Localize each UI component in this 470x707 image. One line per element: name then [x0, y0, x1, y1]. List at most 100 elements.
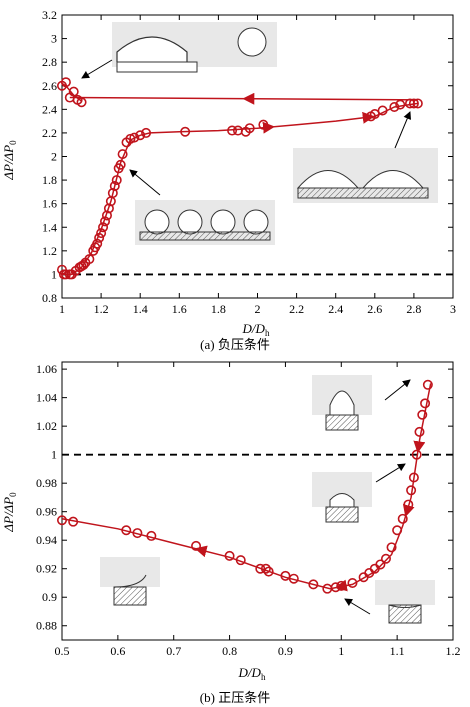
chart-a-data-point: [389, 101, 400, 112]
chart-b-data-point: [132, 528, 143, 539]
chart-b-ytick-label: 1.06: [36, 362, 57, 376]
chart-a-ytick-label: 0.8: [42, 291, 57, 305]
chart-a-data-point: [100, 216, 111, 227]
chart-b-ytick-label: 0.94: [36, 533, 57, 547]
chart-a-ytick-label: 1: [51, 267, 57, 281]
chart-a-caption: (a) 负压条件: [200, 337, 270, 352]
chart-b-ytick-label: 0.88: [36, 619, 57, 633]
chart-b-ytick-label: 1.02: [36, 419, 57, 433]
chart-a-ytick-label: 3: [51, 32, 57, 46]
chart-a-xlabel: D/Dh: [242, 321, 270, 338]
chart-b-data-point: [68, 516, 79, 527]
chart-a-data-point: [103, 203, 114, 214]
chart-a-data-point: [227, 125, 238, 136]
chart-a-data-point: [76, 97, 87, 108]
chart-b-data-point: [422, 379, 433, 390]
bulge-inset: [312, 375, 372, 431]
chart-a-data-point: [60, 269, 71, 280]
wetting-inset-top: [112, 22, 277, 73]
chart-b-data-point: [403, 499, 414, 510]
chart-a-data-point: [135, 130, 146, 141]
chart-b-xtick-label: 0.8: [222, 644, 237, 658]
chart-b-data-point: [392, 525, 403, 536]
chart-b-data-point: [420, 398, 431, 409]
chart-a-data-point: [141, 127, 152, 138]
chart-a-ytick-label: 3.2: [42, 8, 57, 22]
chart-a-data-point: [117, 149, 128, 160]
chart-a-xtick-label: 1.8: [211, 302, 226, 316]
arrow-inset-right: [394, 111, 411, 149]
chart-b-ytick-label: 1: [51, 448, 57, 462]
chart-a-data-point: [92, 238, 103, 249]
chart-b-data-point: [347, 577, 358, 588]
chart-a-ytick-label: 2.8: [42, 55, 57, 69]
chart-a-ytick-label: 1.2: [42, 244, 57, 258]
chart-a-xtick-label: 1: [59, 302, 65, 316]
chart-a-data-point: [96, 228, 107, 239]
chart-a-xtick-label: 3: [450, 302, 456, 316]
chart-b-curve-arrow: [194, 545, 208, 558]
chart-b-data-point: [408, 472, 419, 483]
chart-a-data-point: [369, 109, 380, 120]
chart-a-ytick-label: 2.2: [42, 126, 57, 140]
chart-a-xtick-label: 2.6: [367, 302, 382, 316]
chart-a-ytick-label: 2.4: [42, 102, 57, 116]
chart-a-data-point: [377, 105, 388, 116]
chart-a-data-point: [94, 232, 105, 243]
chart-a-data-point: [115, 159, 126, 170]
chart-a-data-point: [232, 125, 243, 136]
chart-a-data-point: [244, 123, 255, 134]
chart-a-data-point: [68, 86, 79, 97]
chart-b-data-point: [386, 542, 397, 553]
chart-a-ytick-label: 2: [51, 150, 57, 164]
chart-b-curve-curve: [61, 383, 432, 590]
chart-a-xtick-label: 2: [255, 302, 261, 316]
chart-b-data-point: [146, 530, 157, 541]
chart-a-data-point: [180, 126, 191, 137]
chart-a-data-point: [84, 254, 95, 265]
chart-b-data-point: [397, 513, 408, 524]
pinned-inset-mid: [135, 200, 275, 245]
chart-a-curve-unloading: [69, 96, 418, 101]
chart-b-data-point: [280, 570, 291, 581]
arrow-sag: [344, 598, 371, 615]
chart-a-data-point: [111, 175, 122, 186]
chart-b-xtick-label: 0.7: [166, 644, 181, 658]
chart-a-xtick-label: 1.4: [133, 302, 148, 316]
chart-b-xtick-label: 0.6: [110, 644, 125, 658]
chart-b-data-point: [375, 559, 386, 570]
flat-inset: [312, 472, 372, 523]
chart-a-data-point: [412, 98, 423, 109]
arrow-bulge: [384, 379, 411, 401]
chart-b-ytick-label: 0.92: [36, 562, 57, 576]
chart-a-ylabel: ΔP/ΔP0: [1, 140, 18, 181]
chart-a-ytick-label: 1.4: [42, 220, 57, 234]
chart-a-data-point: [395, 99, 406, 110]
chart-b: 0.5 0.6 0.7 0.8 0.9 1 1.1 1.2 0.88 0.9 0.92 0.94 0.9…: [1, 361, 461, 682]
arrow-flat: [375, 463, 406, 483]
chart-b-ylabel: ΔP/ΔP0: [1, 492, 18, 533]
chart-a-data-point: [109, 180, 120, 191]
chart-b-data-point: [235, 555, 246, 566]
chart-b-data-point: [406, 485, 417, 496]
arrow-inset-top: [81, 59, 113, 79]
chart-b-data-point: [411, 449, 422, 460]
collapse-inset: [100, 557, 160, 606]
chart-b-plot-frame: [61, 361, 454, 641]
chart-b-data-point: [330, 582, 341, 593]
chart-b-data-point: [288, 573, 299, 584]
chart-b-data-point: [56, 515, 67, 526]
chart-a: 1 1.2 1.4 1.6 1.8 2 2.2 2.4 2.6 2.8 30.811.21.41.6…: [1, 8, 456, 338]
chart-b-ytick-label: 0.96: [36, 505, 57, 519]
chart-b-data-point: [308, 579, 319, 590]
chart-a-data-point: [60, 77, 71, 88]
chart-a-xtick-label: 2.8: [406, 302, 421, 316]
chart-b-data-point: [191, 540, 202, 551]
chart-b-data-point: [417, 409, 428, 420]
chart-a-data-point: [258, 119, 269, 130]
chart-b-data-point: [260, 563, 271, 574]
chart-a-xtick-label: 1.2: [94, 302, 109, 316]
chart-b-xlabel: D/Dh: [238, 665, 266, 682]
chart-a-data-point: [101, 210, 112, 221]
chart-b-ytick-label: 0.9: [42, 590, 57, 604]
